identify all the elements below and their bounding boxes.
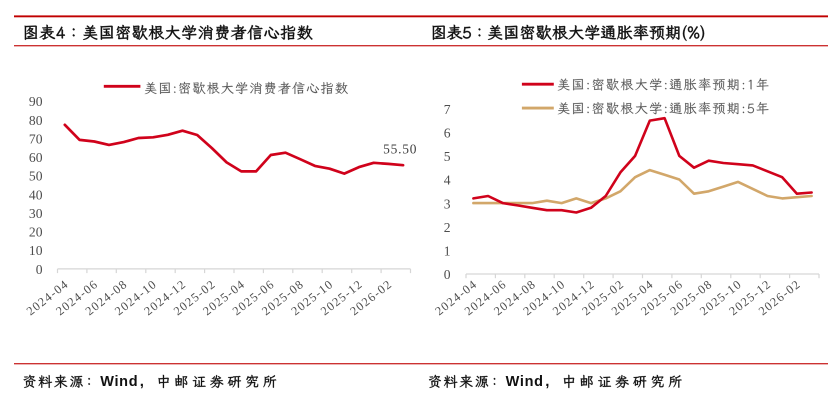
svg-text:6: 6 xyxy=(444,126,451,141)
svg-text:7: 7 xyxy=(444,102,451,117)
svg-text:30: 30 xyxy=(29,206,43,221)
svg-text:20: 20 xyxy=(29,225,43,240)
svg-text:70: 70 xyxy=(29,131,43,146)
svg-text:60: 60 xyxy=(29,150,43,165)
svg-text:10: 10 xyxy=(29,243,43,258)
svg-text:40: 40 xyxy=(29,187,43,202)
svg-text:3: 3 xyxy=(444,196,451,211)
svg-text:50: 50 xyxy=(29,169,43,184)
svg-text:55.50: 55.50 xyxy=(383,142,417,157)
svg-text:4: 4 xyxy=(444,173,451,188)
svg-text:1: 1 xyxy=(444,243,451,258)
svg-text:90: 90 xyxy=(29,94,43,109)
svg-text:0: 0 xyxy=(444,267,451,282)
svg-text:,: , xyxy=(545,373,549,390)
svg-text:Wind: Wind xyxy=(506,374,544,390)
svg-text:2: 2 xyxy=(444,220,451,235)
svg-text:80: 80 xyxy=(29,113,43,128)
svg-text:5: 5 xyxy=(444,149,451,164)
svg-text:0: 0 xyxy=(36,262,43,277)
svg-text:,: , xyxy=(140,373,144,390)
svg-text:Wind: Wind xyxy=(100,374,138,390)
